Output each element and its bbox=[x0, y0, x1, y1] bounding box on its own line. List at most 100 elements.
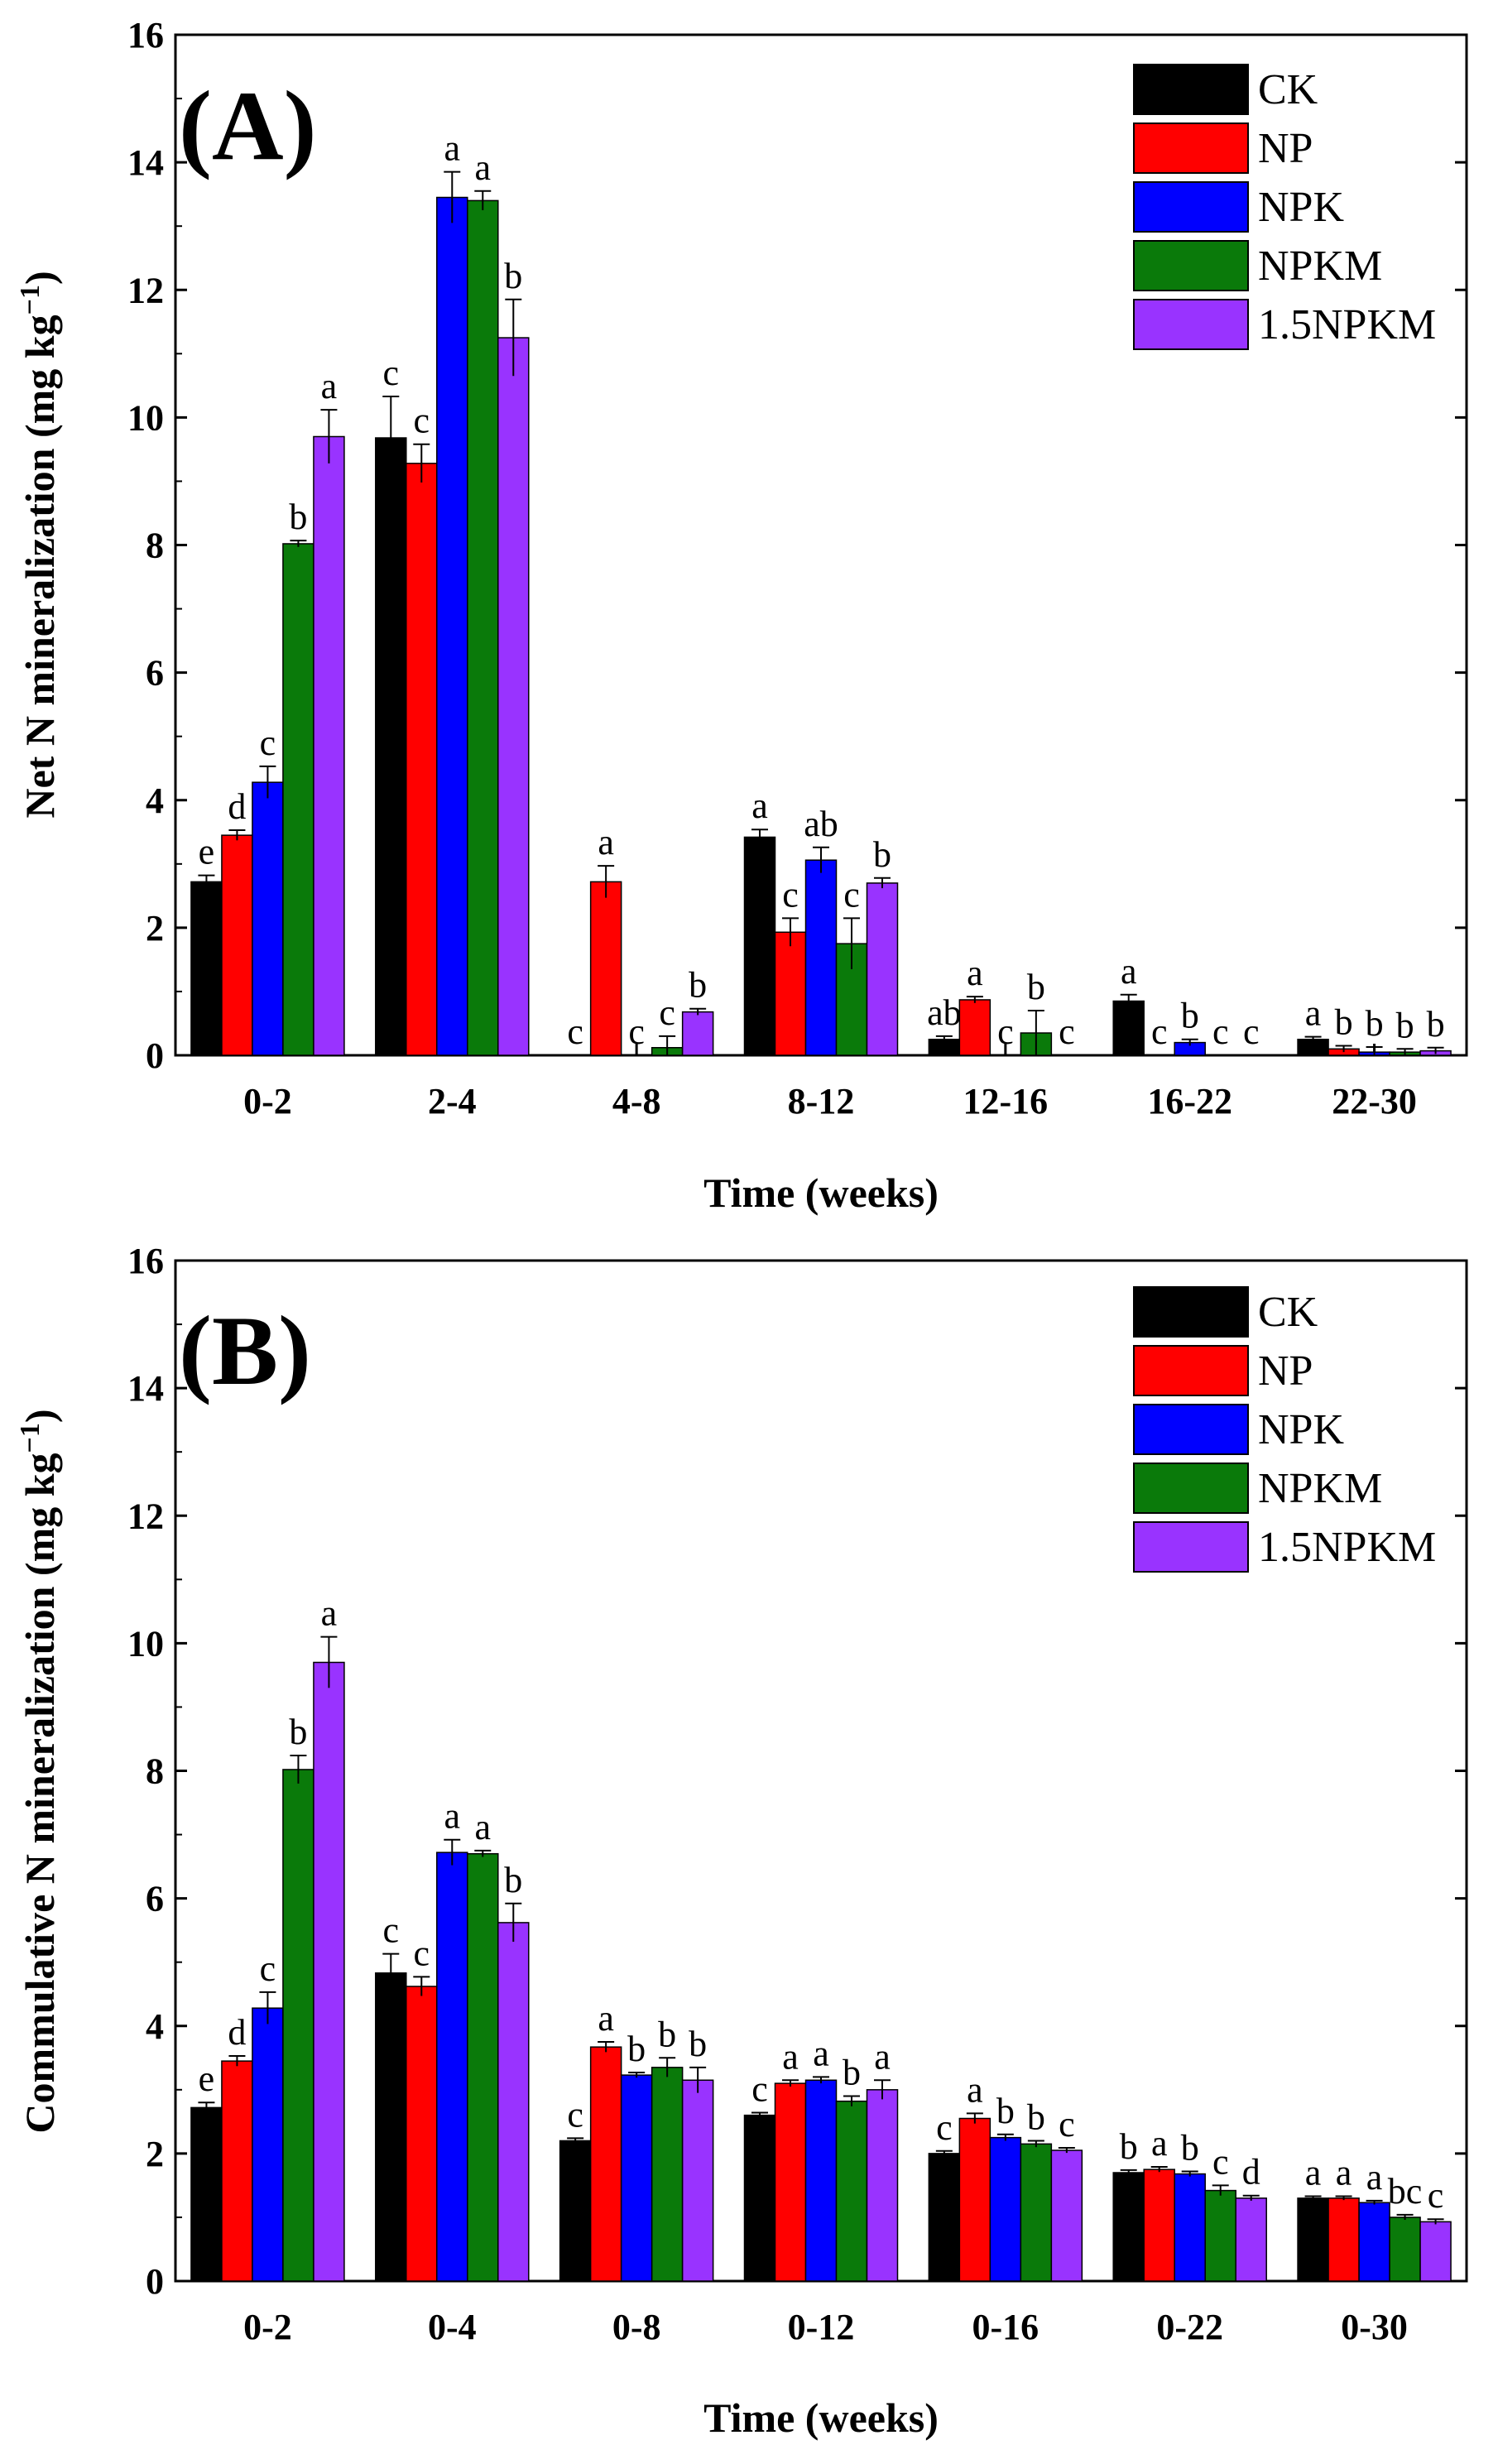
legend-label-ck: CK bbox=[1258, 1289, 1318, 1336]
significance-letter: bc bbox=[1388, 2171, 1423, 2212]
significance-letter: a bbox=[1305, 993, 1322, 1034]
bar-np-0-30 bbox=[1328, 2197, 1360, 2282]
significance-letter: d bbox=[228, 2012, 246, 2053]
y-tick-label: 8 bbox=[146, 526, 164, 566]
significance-letter: b bbox=[689, 2024, 707, 2064]
bar-npkm-0-2 bbox=[282, 543, 314, 1056]
significance-letter: c bbox=[383, 1910, 400, 1951]
significance-letter: a bbox=[598, 1998, 614, 2039]
panel-a-axes: 0 2 4 6 8 10 12 14 16 0-2 2-4 4-8 8-12 12-16 16-22 22-3… bbox=[127, 15, 1467, 1122]
panel-b-y-axis-title: Commulative N mineralization (mg kg−1) bbox=[15, 1409, 64, 2133]
y-tick-label: 6 bbox=[146, 1879, 164, 1919]
bar-ck-2-4 bbox=[375, 437, 407, 1056]
bar-npkm-0-8 bbox=[651, 2067, 684, 2282]
significance-letter: a bbox=[751, 785, 768, 826]
x-tick-label: 0-22 bbox=[1156, 2307, 1223, 2347]
bar-ck-0-8 bbox=[559, 2140, 592, 2282]
bar-15npkm-0-2 bbox=[313, 435, 345, 1056]
x-tick-label: 0-4 bbox=[428, 2307, 477, 2347]
significance-letter: a bbox=[598, 822, 614, 862]
y-tick-label: 16 bbox=[127, 15, 164, 55]
significance-letter: b bbox=[658, 2014, 676, 2054]
significance-letter: ab bbox=[927, 992, 962, 1033]
significance-letter: a bbox=[967, 953, 983, 993]
panel-a-legend: CK NP NPK NPKM 1.5NPKM bbox=[1133, 64, 1436, 350]
legend-swatch-15npkm bbox=[1133, 1521, 1249, 1573]
bar-15npkm-0-8 bbox=[681, 2079, 714, 2282]
bar-np-12-16 bbox=[958, 999, 991, 1056]
bar-np-0-16 bbox=[958, 2117, 991, 2282]
y-tick-label: 10 bbox=[127, 397, 164, 438]
significance-letter: c bbox=[567, 1011, 583, 1052]
significance-letter: ab bbox=[804, 804, 838, 844]
significance-letter: c bbox=[1059, 1011, 1075, 1052]
bar-ck-0-12 bbox=[743, 2114, 776, 2282]
significance-letter: b bbox=[1027, 967, 1045, 1007]
panel-a-y-axis-title: Net N mineralization (mg kg−1) bbox=[15, 271, 64, 818]
bar-15npkm-0-2 bbox=[313, 1661, 345, 2282]
significance-letter: c bbox=[260, 1948, 276, 1989]
bar-15npkm-4-8 bbox=[681, 1011, 714, 1056]
significance-letter: a bbox=[967, 2069, 983, 2110]
significance-letter: c bbox=[1428, 2175, 1444, 2216]
bar-15npkm-0-16 bbox=[1050, 2149, 1083, 2282]
significance-letter: a bbox=[782, 2036, 799, 2077]
significance-letter: a bbox=[813, 2033, 829, 2073]
significance-letter: c bbox=[936, 2107, 953, 2148]
y-tick-label: 4 bbox=[146, 781, 164, 821]
significance-letter: a bbox=[444, 1796, 461, 1837]
y-tick-label: 4 bbox=[146, 2006, 164, 2047]
significance-letter: c bbox=[1151, 1011, 1168, 1052]
significance-letter: b bbox=[289, 1712, 307, 1752]
panel-b-chart: 0 2 4 6 8 10 12 14 16 0-2 0-4 0-8 0-12 0-16 0-22 0-30 e… bbox=[15, 1241, 1468, 2441]
x-tick-label: 0-2 bbox=[243, 2307, 292, 2347]
bar-npkm-0-22 bbox=[1204, 2189, 1236, 2282]
y-tick-label: 8 bbox=[146, 1751, 164, 1792]
significance-letter: a bbox=[475, 147, 492, 188]
significance-letter: b bbox=[289, 497, 307, 537]
legend-swatch-np bbox=[1133, 122, 1249, 174]
bar-ck-16-22 bbox=[1112, 1000, 1145, 1056]
panel-b-y-axis-title-main: Commulative N mineralization (mg kg bbox=[17, 1453, 63, 2133]
significance-letter: c bbox=[751, 2069, 768, 2110]
significance-letter: c bbox=[997, 1011, 1014, 1052]
significance-letter: a bbox=[874, 2036, 891, 2077]
legend-swatch-npkm bbox=[1133, 1463, 1249, 1514]
bar-npk-0-12 bbox=[804, 2079, 838, 2282]
significance-letter: c bbox=[567, 2094, 583, 2135]
significance-letter: b bbox=[504, 256, 522, 296]
legend-swatch-ck bbox=[1133, 1286, 1249, 1338]
x-tick-label: 0-16 bbox=[972, 2307, 1039, 2347]
significance-letter: d bbox=[228, 786, 246, 827]
significance-letter: c bbox=[260, 723, 276, 763]
significance-letter: b bbox=[1027, 2097, 1045, 2137]
legend-label-15npkm: 1.5NPKM bbox=[1258, 301, 1436, 348]
significance-letter: c bbox=[1059, 2104, 1075, 2145]
y-tick-label: 2 bbox=[146, 2134, 164, 2174]
bar-np-0-2 bbox=[221, 834, 253, 1056]
significance-letter: c bbox=[659, 992, 675, 1033]
significance-letter: d bbox=[1242, 2152, 1260, 2193]
significance-letter: a bbox=[475, 1807, 492, 1847]
bar-npk-2-4 bbox=[436, 196, 468, 1056]
significance-letter: c bbox=[414, 401, 430, 441]
legend-swatch-npk bbox=[1133, 1404, 1249, 1455]
bar-npk-0-16 bbox=[989, 2136, 1022, 2282]
y-tick-label: 2 bbox=[146, 908, 164, 949]
significance-letter: b bbox=[1120, 2126, 1138, 2167]
significance-letter: c bbox=[1212, 1011, 1229, 1052]
legend-label-npk: NPK bbox=[1258, 184, 1344, 231]
panel-a-y-axis-title-sup: −1 bbox=[15, 285, 46, 315]
bar-np-0-8 bbox=[589, 2046, 622, 2282]
legend-label-15npkm: 1.5NPKM bbox=[1258, 1524, 1436, 1571]
significance-letter: b bbox=[1366, 1003, 1384, 1044]
y-tick-label: 12 bbox=[127, 270, 164, 310]
significance-letter: b bbox=[996, 2091, 1015, 2131]
y-tick-label: 10 bbox=[127, 1623, 164, 1664]
significance-letter: c bbox=[782, 874, 799, 915]
bar-ck-8-12 bbox=[743, 836, 776, 1056]
bar-npk-0-8 bbox=[620, 2074, 653, 2282]
bar-15npkm-0-4 bbox=[497, 1922, 530, 2282]
panel-a-label: (A) bbox=[179, 70, 317, 180]
y-tick-label: 6 bbox=[146, 653, 164, 694]
